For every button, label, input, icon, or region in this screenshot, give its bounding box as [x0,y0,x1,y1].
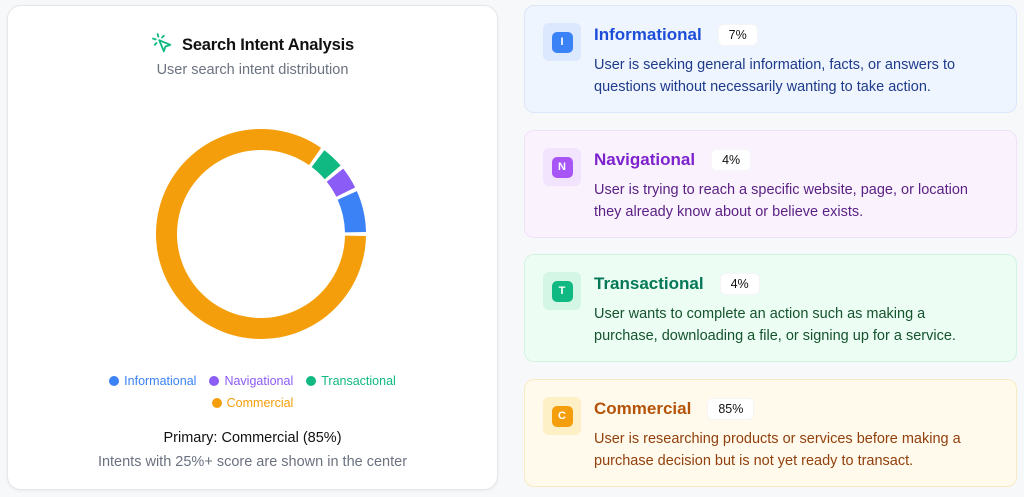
intent-name: Informational [594,25,702,44]
legend-item-navigational[interactable]: Navigational [209,374,293,388]
legend-label: Informational [124,374,197,388]
legend-dot-icon [211,398,222,408]
legend-dot-icon [109,376,120,386]
legend-dot-icon [306,376,317,386]
intent-donut-chart [156,128,366,339]
intent-card-commercial: C Commercial 85% User is researching pro… [524,379,1017,487]
intent-chart-panel: Search Intent Analysis User search inten… [7,5,498,490]
legend-item-commercial[interactable]: Commercial [211,396,294,410]
navigational-icon-wrap: N [543,148,581,186]
intent-percent-badge: 4% [719,273,760,295]
intent-description: User is trying to reach a specific websi… [594,182,968,220]
panel-title: Search Intent Analysis [182,36,354,54]
threshold-note: Intents with 25%+ score are shown in the… [97,454,408,470]
intent-percent-badge: 4% [711,149,752,171]
panel-subtitle: User search intent distribution [156,62,349,78]
intent-description: User wants to complete an action such as… [594,306,956,344]
navigational-letter-icon: N [551,156,573,178]
cursor-click-icon [151,32,173,59]
donut-segment-transactional[interactable] [311,150,341,180]
intent-description: User is seeking general information, fac… [594,57,956,95]
intent-name: Commercial [594,399,692,418]
informational-icon-wrap: I [543,23,581,61]
legend-label: Transactional [321,374,396,388]
transactional-icon-wrap: T [543,272,581,310]
intent-name: Transactional [594,274,704,293]
informational-letter-icon: I [551,31,573,53]
intent-card-informational: I Informational 7% User is seeking gener… [524,5,1017,113]
intent-name: Navigational [594,150,696,169]
commercial-letter-icon: C [551,405,573,427]
commercial-icon-wrap: C [543,397,581,435]
intent-card-transactional: T Transactional 4% User wants to complet… [524,254,1017,362]
intent-percent-badge: 7% [717,24,758,46]
chart-legend: Informational Navigational Transactional Co… [68,374,437,410]
donut-segment-informational[interactable] [337,191,366,233]
intent-percent-badge: 85% [707,398,755,420]
intent-card-navigational: N Navigational 4% User is trying to reac… [524,130,1017,238]
legend-label: Navigational [224,374,294,388]
legend-item-informational[interactable]: Informational [109,374,196,388]
panel-header: Search Intent Analysis [8,32,497,59]
donut-segment-navigational[interactable] [326,168,356,197]
legend-dot-icon [209,376,220,386]
legend-label: Commercial [226,396,294,410]
transactional-letter-icon: T [551,280,573,302]
primary-intent-label: Primary: Commercial (85%) [163,430,342,446]
intent-description: User is researching products or services… [594,431,961,469]
legend-item-transactional[interactable]: Transactional [306,374,396,388]
